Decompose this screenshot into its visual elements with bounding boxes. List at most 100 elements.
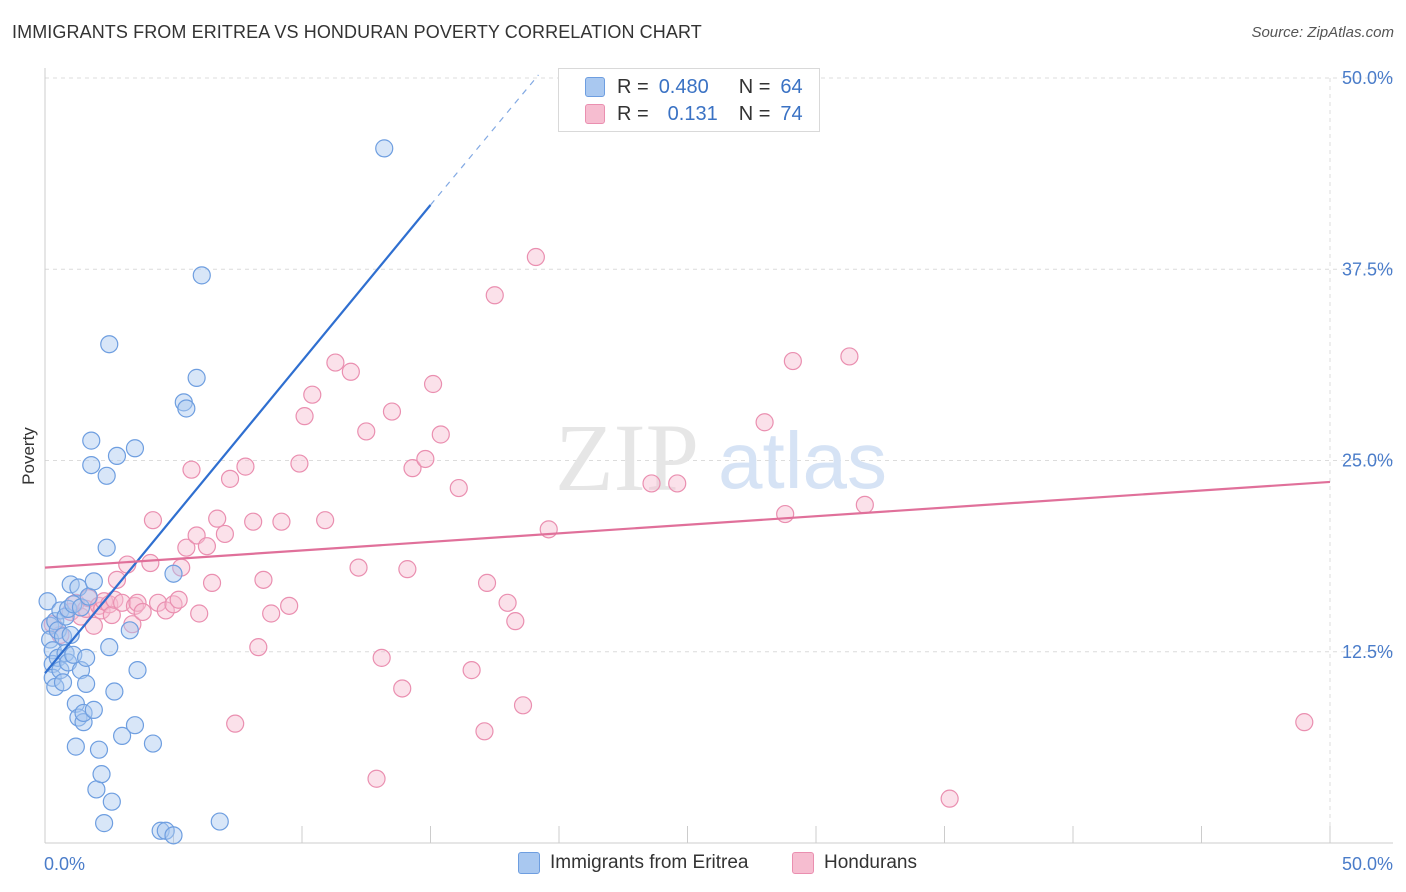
- point-eritrea: [107, 446, 127, 466]
- bottom-legend-label: Immigrants from Eritrea: [550, 852, 749, 873]
- point-hondurans: [423, 374, 443, 394]
- chart-title: IMMIGRANTS FROM ERITREA VS HONDURAN POVE…: [12, 22, 702, 42]
- legend-n-label: N =: [738, 102, 771, 125]
- bottom-swatch-eritrea: [518, 852, 540, 874]
- point-hondurans: [1295, 713, 1314, 732]
- point-hondurans: [303, 385, 322, 404]
- point-eritrea: [125, 439, 145, 458]
- point-hondurans: [940, 789, 959, 808]
- legend-r-value: 0.480: [658, 75, 709, 98]
- y-tick-label: 37.5%: [1342, 259, 1393, 279]
- point-eritrea: [95, 814, 114, 833]
- watermark: ZIP atlas: [555, 404, 887, 511]
- bottom-legend-eritrea: Immigrants from Eritrea: [518, 852, 748, 874]
- trend-line-eritrea-extension: [430, 74, 539, 206]
- point-eritrea: [97, 466, 116, 485]
- point-hondurans: [498, 593, 517, 612]
- point-hondurans: [485, 286, 504, 305]
- point-eritrea: [210, 812, 229, 831]
- point-hondurans: [190, 604, 209, 623]
- point-hondurans: [477, 573, 497, 593]
- point-eritrea: [112, 726, 132, 746]
- point-eritrea: [92, 765, 111, 784]
- bottom-legend-label: Hondurans: [824, 852, 917, 873]
- point-eritrea: [100, 335, 119, 354]
- point-hondurans: [403, 459, 422, 478]
- legend-row-hondurans: R = 0.131 N = 74: [585, 101, 803, 127]
- point-hondurans: [148, 593, 168, 612]
- point-hondurans: [254, 570, 273, 589]
- axes: [44, 68, 1393, 844]
- point-hondurans: [133, 602, 152, 622]
- source-label: Source: ZipAtlas.com: [1251, 24, 1394, 41]
- point-eritrea: [74, 713, 93, 732]
- point-hondurans: [262, 604, 281, 623]
- series-eritrea: [38, 139, 394, 845]
- point-hondurans: [506, 612, 525, 631]
- point-hondurans: [416, 449, 435, 469]
- y-tick-label: 25.0%: [1342, 451, 1393, 471]
- trend-lines: [44, 74, 1331, 674]
- point-eritrea: [77, 648, 96, 667]
- point-eritrea: [84, 572, 103, 591]
- point-eritrea: [100, 638, 119, 657]
- legend-r-value: 0.131: [667, 102, 718, 125]
- point-eritrea: [143, 734, 163, 753]
- point-hondurans: [220, 469, 240, 488]
- point-hondurans: [244, 512, 263, 531]
- point-hondurans: [855, 495, 874, 514]
- point-hondurans: [526, 247, 545, 267]
- point-hondurans: [398, 560, 417, 579]
- legend-row-eritrea: R = 0.480 N = 64: [585, 74, 803, 100]
- point-eritrea: [84, 700, 103, 719]
- point-hondurans: [141, 553, 160, 573]
- point-hondurans: [249, 638, 268, 657]
- point-eritrea: [187, 368, 206, 387]
- point-eritrea: [128, 661, 147, 680]
- point-eritrea: [120, 621, 139, 640]
- point-hondurans: [169, 590, 188, 609]
- point-hondurans: [393, 679, 412, 698]
- y-tick-label: 12.5%: [1342, 642, 1393, 662]
- y-axis-label: Poverty: [19, 427, 38, 485]
- point-eritrea: [125, 716, 145, 735]
- point-hondurans: [202, 573, 222, 593]
- point-hondurans: [840, 347, 859, 366]
- point-eritrea: [192, 266, 211, 285]
- point-eritrea: [74, 703, 93, 723]
- series-hondurans: [43, 247, 1314, 808]
- point-hondurans: [197, 537, 217, 556]
- point-hondurans: [776, 504, 795, 524]
- bottom-legend-hondurans: Hondurans: [792, 852, 917, 874]
- legend-swatch-hondurans: [585, 104, 605, 124]
- point-hondurans: [316, 511, 335, 530]
- point-hondurans: [462, 661, 481, 680]
- point-hondurans: [372, 648, 391, 667]
- point-hondurans: [431, 425, 450, 444]
- point-hondurans: [215, 524, 234, 544]
- point-eritrea: [66, 737, 85, 756]
- point-hondurans: [272, 512, 291, 531]
- point-hondurans: [341, 362, 360, 381]
- point-eritrea: [69, 578, 88, 597]
- legend-r-label: R =: [617, 102, 649, 125]
- point-hondurans: [208, 509, 227, 528]
- point-hondurans: [449, 478, 468, 498]
- point-hondurans: [755, 413, 774, 432]
- point-hondurans: [367, 769, 386, 788]
- point-eritrea: [375, 139, 394, 158]
- point-eritrea: [164, 564, 183, 583]
- point-hondurans: [182, 460, 201, 479]
- point-hondurans: [236, 457, 255, 476]
- point-hondurans: [475, 722, 494, 741]
- point-hondurans: [226, 714, 245, 733]
- point-eritrea: [82, 431, 101, 450]
- point-hondurans: [513, 696, 533, 715]
- point-hondurans: [326, 353, 345, 372]
- x-tick-label: 50.0%: [1342, 854, 1393, 874]
- point-eritrea: [66, 694, 85, 713]
- point-hondurans: [177, 538, 196, 557]
- point-hondurans: [642, 474, 661, 493]
- point-hondurans: [357, 422, 376, 441]
